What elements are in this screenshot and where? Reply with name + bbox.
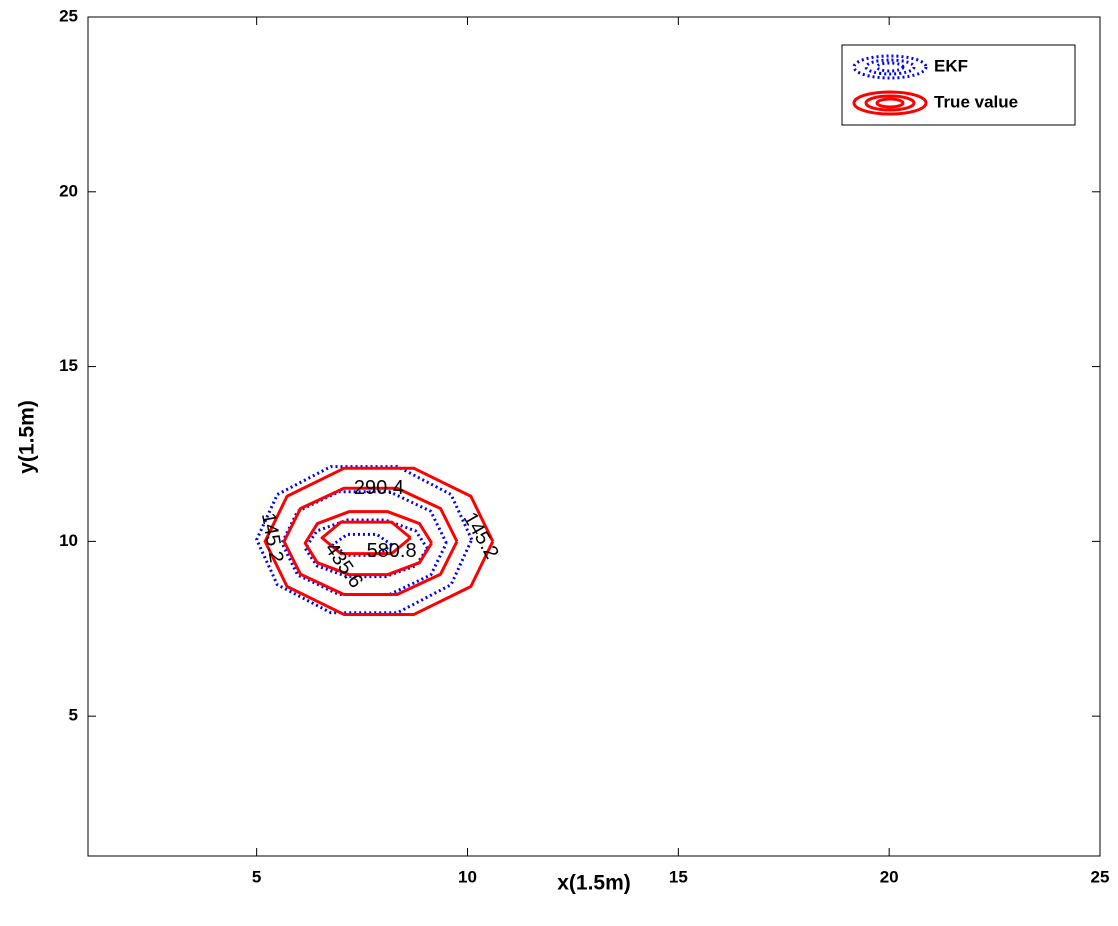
contour-line [255, 465, 474, 615]
y-axis-label: y(1.5m) [16, 400, 39, 474]
legend-swatch-ring [852, 90, 928, 116]
contour-label: 580.8 [367, 540, 417, 562]
contour-line [263, 466, 495, 616]
x-tick-label: 25 [1091, 867, 1110, 886]
y-tick-label: 25 [59, 6, 78, 25]
contour-line [282, 486, 459, 597]
x-tick-label: 15 [669, 867, 688, 886]
plot-area [87, 16, 1101, 857]
legend-swatch-ring [852, 54, 928, 80]
legend-swatch-ring [875, 97, 905, 109]
legend-label: EKF [934, 56, 968, 75]
y-tick-label: 10 [59, 531, 78, 550]
contour-label: 290.4 [354, 477, 404, 499]
x-tick-label: 10 [458, 867, 477, 886]
contour-line [303, 510, 433, 577]
legend-swatch-ring [864, 58, 916, 76]
y-tick-label: 20 [59, 181, 78, 200]
x-tick-label: 5 [252, 867, 261, 886]
x-tick-label: 20 [880, 867, 899, 886]
y-tick-label: 15 [59, 356, 78, 375]
y-tick-label: 5 [69, 706, 78, 725]
legend-swatch [852, 90, 928, 116]
legend-label: True value [934, 92, 1018, 111]
legend-swatch-ring [875, 61, 905, 73]
legend-swatch-ring [864, 94, 916, 112]
x-axis-label: x(1.5m) [557, 872, 631, 895]
contour-line [280, 490, 448, 597]
legend-swatch [852, 54, 928, 80]
legend-box [841, 44, 1076, 126]
contour-line [320, 520, 412, 556]
